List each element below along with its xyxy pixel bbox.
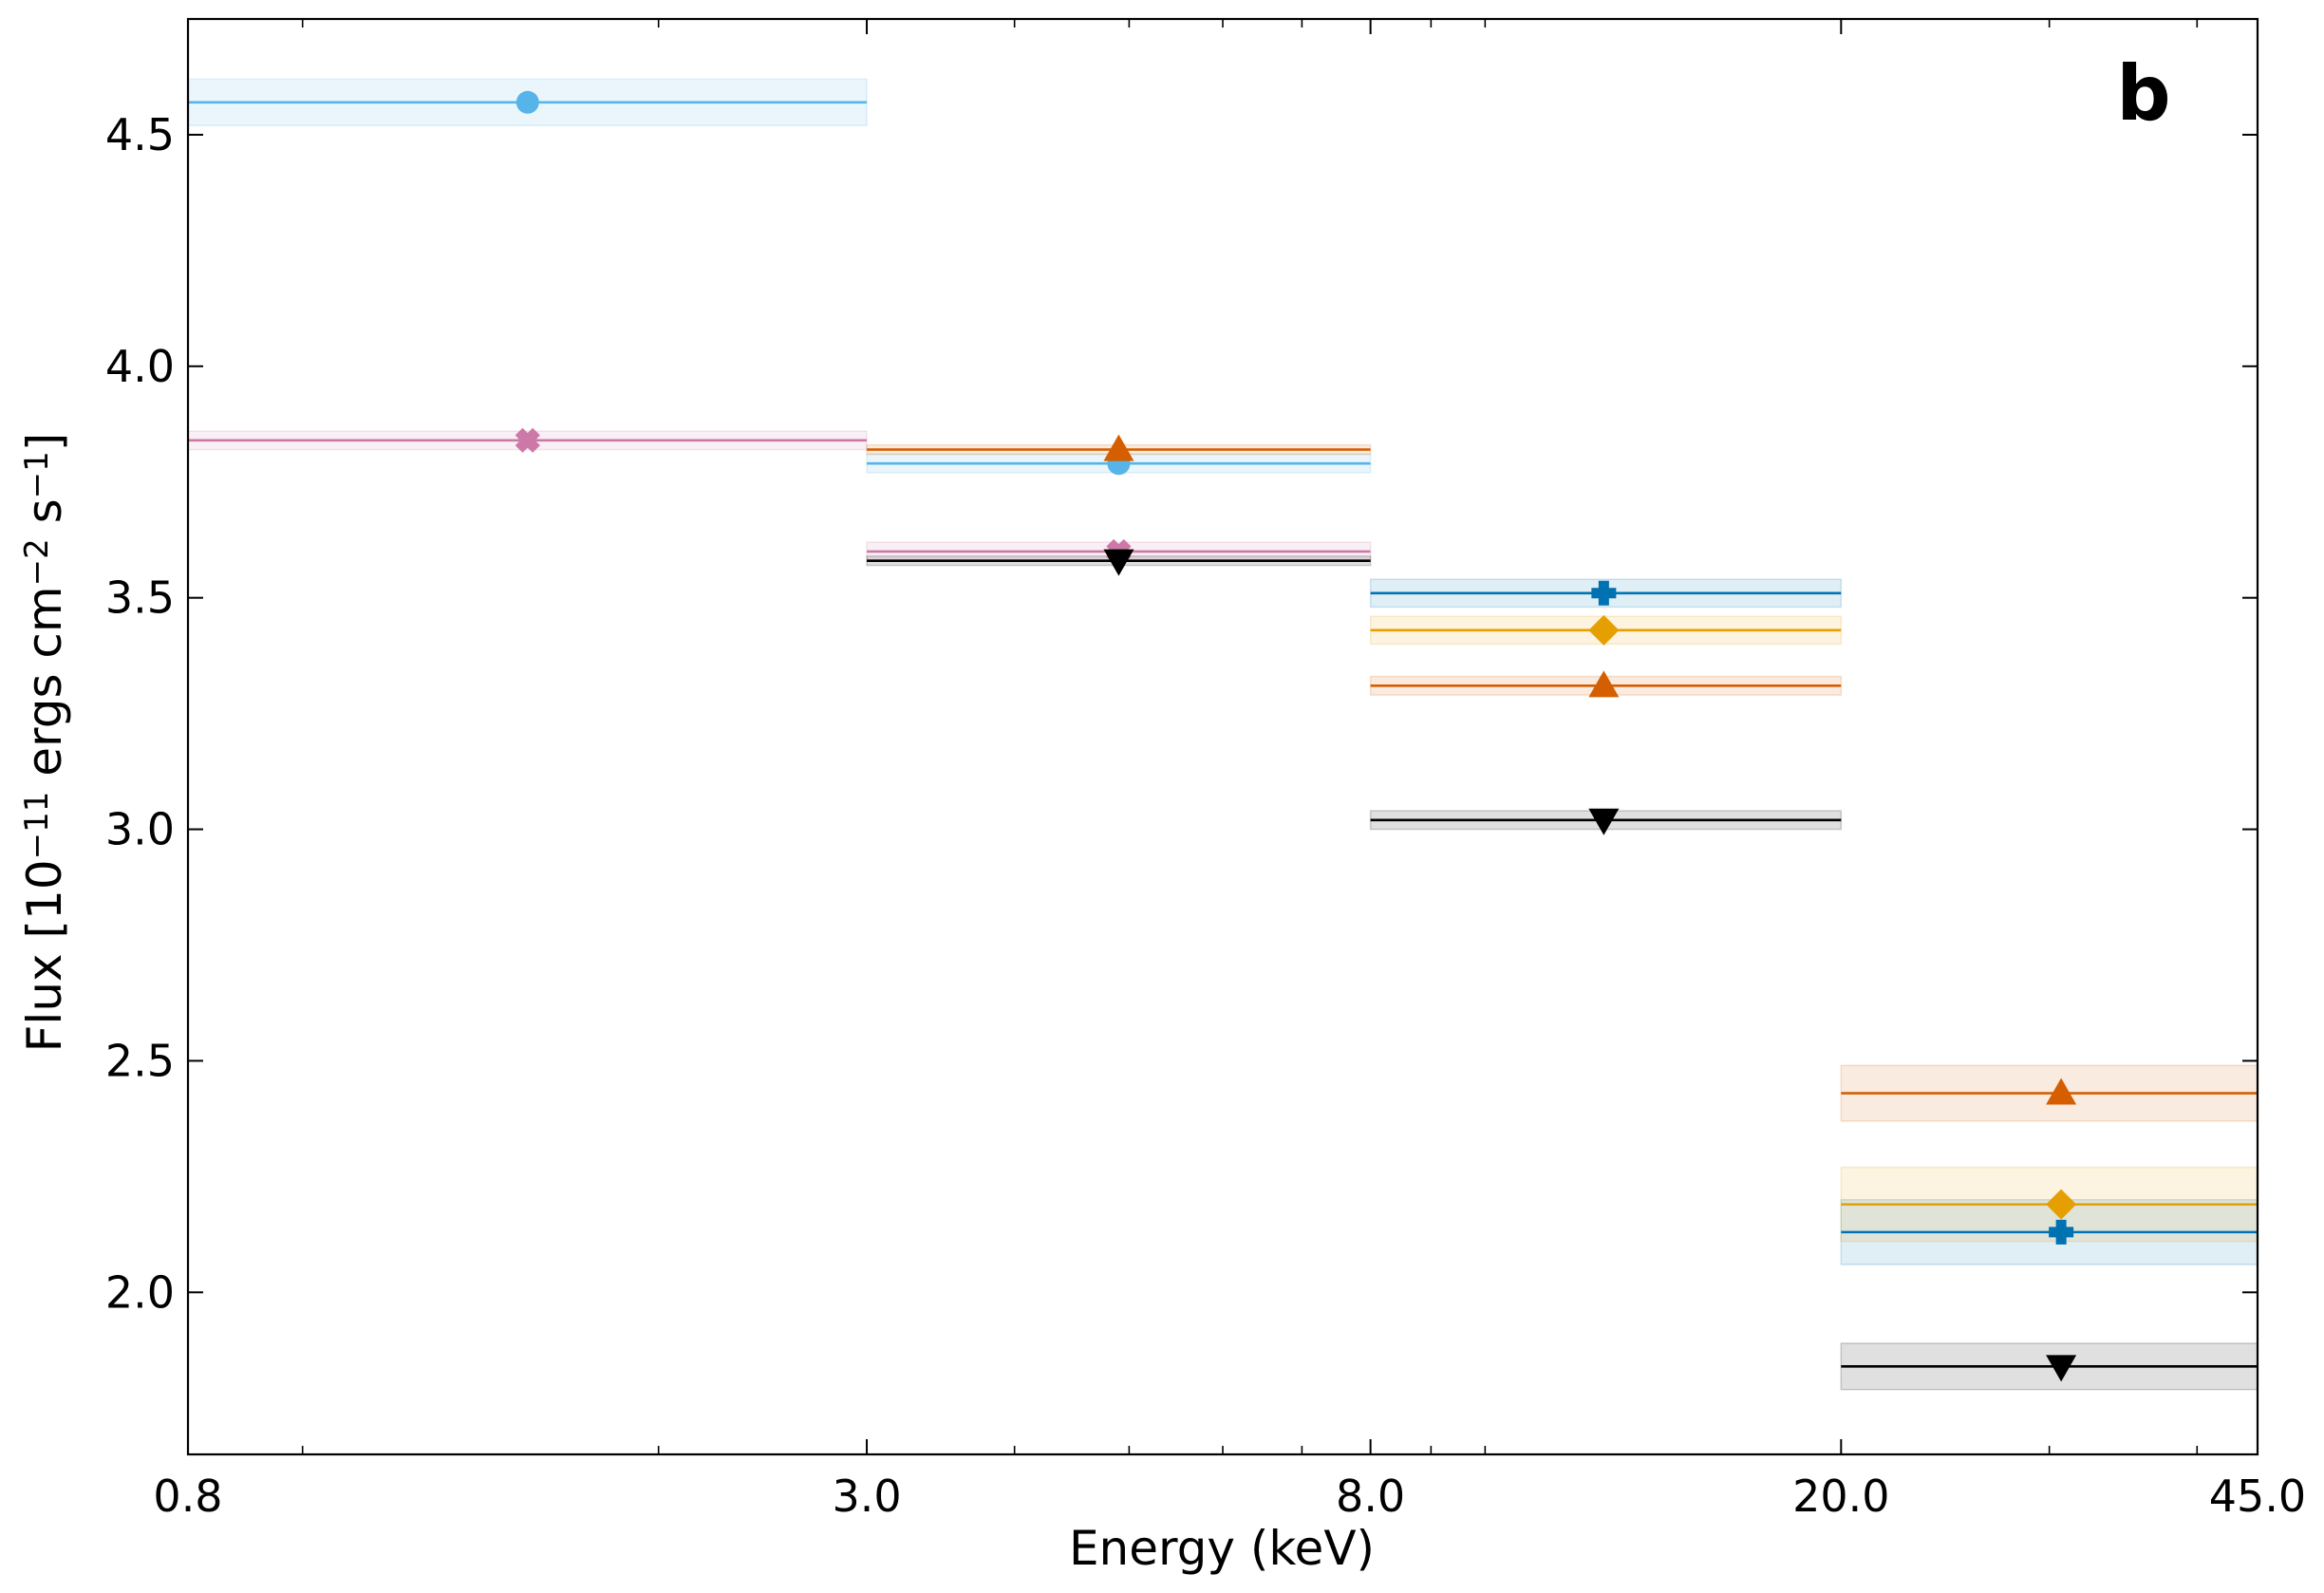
y-label-superscript: −1: [18, 451, 56, 498]
y-tick-label: 2.5: [105, 1035, 175, 1086]
x-tick-label: 3.0: [832, 1471, 901, 1522]
x-axis-label: Energy (keV): [1069, 1521, 1375, 1576]
data-point-diamond: [2046, 1189, 2077, 1220]
y-label-superscript: −11: [18, 792, 56, 860]
data-point-triangle-down: [1103, 549, 1134, 576]
panel-label: b: [2116, 49, 2170, 138]
y-tick-label: 3.5: [105, 572, 175, 624]
x-tick-label: 45.0: [2209, 1471, 2306, 1522]
data-point-triangle-down: [1588, 808, 1620, 835]
y-tick-label: 3.0: [105, 804, 175, 855]
y-label-text: s: [17, 498, 72, 538]
y-tick-label: 4.0: [105, 341, 175, 392]
y-axis-label: Flux [10−11 ergs cm−2 s−1]: [17, 433, 72, 1053]
y-label-text: Flux [10: [17, 859, 72, 1052]
data-point-diamond: [1588, 614, 1620, 646]
data-markers: [515, 90, 2077, 1382]
data-point-triangle-up: [1103, 434, 1134, 461]
data-point-triangle-up: [2046, 1078, 2077, 1105]
data-point-x: [515, 427, 540, 453]
x-tick-label: 20.0: [1792, 1471, 1889, 1522]
x-tick-label: 8.0: [1336, 1471, 1405, 1522]
data-point-plus: [2049, 1219, 2074, 1245]
data-point-triangle-down: [2046, 1355, 2077, 1382]
axes: 0.8 3.0 8.0 20.0 45.0 2.0 2.5 3.0 3.5 4.0 4.5: [105, 17, 2306, 1522]
data-point-x-shape: [515, 427, 540, 453]
y-tick-label: 4.5: [105, 109, 175, 160]
y-tick-label: 2.0: [105, 1266, 175, 1318]
y-label-text: ]: [17, 433, 72, 452]
x-tick-label: 0.8: [153, 1471, 222, 1522]
y-label-text: ergs cm: [17, 586, 72, 791]
data-point-circle: [515, 90, 539, 114]
data-point-triangle-up: [1588, 670, 1620, 698]
y-label-superscript: −2: [18, 538, 56, 586]
data-point-plus: [1591, 580, 1617, 606]
